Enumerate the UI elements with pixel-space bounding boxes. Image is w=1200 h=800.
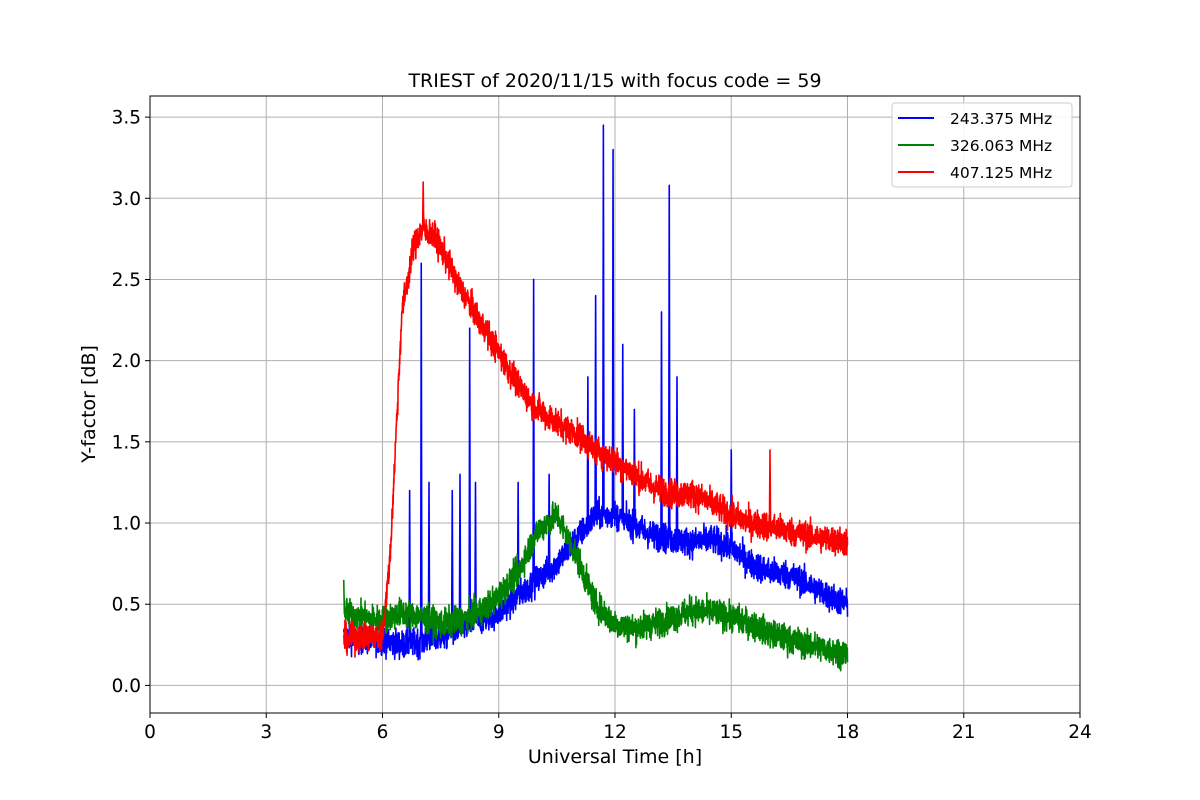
legend: 243.375 MHz 326.063 MHz 407.125 MHz [891, 102, 1073, 188]
legend-label-326: 326.063 MHz [950, 137, 1052, 155]
x-tick-label: 15 [719, 722, 743, 743]
series-line-243-375 [342, 124, 849, 661]
y-tick-label: 3.0 [112, 189, 141, 210]
series-line-407-125 [342, 181, 849, 658]
x-tick-label: 18 [836, 722, 860, 743]
x-tick-label: 0 [144, 722, 156, 743]
y-tick-label: 2.5 [112, 270, 141, 291]
x-tick-label: 3 [260, 722, 272, 743]
x-tick-label: 24 [1068, 722, 1092, 743]
x-tick-label: 21 [952, 722, 976, 743]
legend-label-407: 407.125 MHz [950, 164, 1052, 182]
legend-box [891, 102, 1073, 188]
y-tick-label: 0.0 [112, 676, 141, 697]
y-tick-label: 3.5 [112, 108, 141, 129]
y-tick-label: 2.0 [112, 351, 141, 372]
chart-title: TRIEST of 2020/11/15 with focus code = 5… [407, 70, 821, 92]
series-line-326-063 [342, 501, 849, 672]
axis-ticks: 0 3 6 9 12 15 18 21 24 0.0 0.5 1.0 1.5 2.0 2.5 3.0 3.5 [112, 108, 1092, 743]
x-tick-label: 6 [377, 722, 389, 743]
series-lines [342, 124, 849, 672]
legend-label-243: 243.375 MHz [950, 110, 1052, 128]
x-tick-label: 9 [493, 722, 505, 743]
x-axis-label: Universal Time [h] [528, 746, 702, 768]
y-tick-label: 1.5 [112, 432, 141, 453]
y-tick-label: 0.5 [112, 595, 141, 616]
x-tick-label: 12 [603, 722, 627, 743]
y-tick-label: 1.0 [112, 514, 141, 535]
y-axis-label: Y-factor [dB] [78, 345, 100, 464]
